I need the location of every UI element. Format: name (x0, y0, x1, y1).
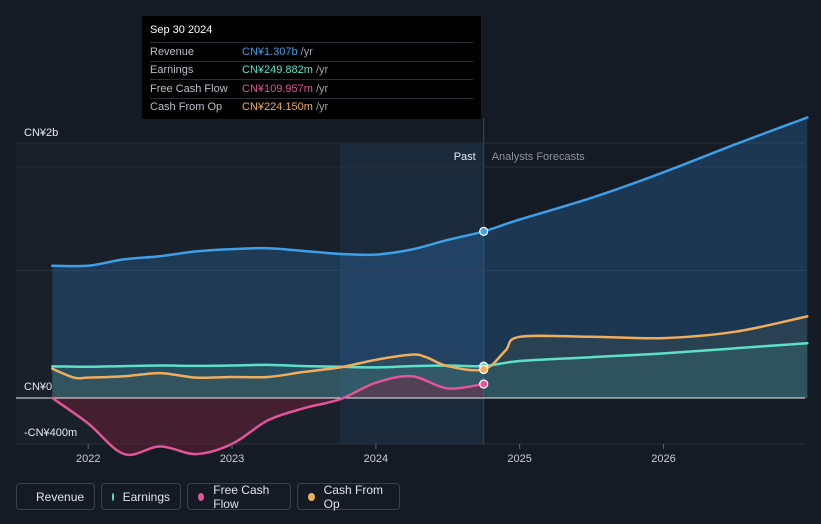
tooltip-label: Revenue (150, 45, 195, 58)
tooltip-unit: /yr (315, 101, 329, 114)
forecast-label: Analysts Forecasts (492, 151, 585, 163)
free-cash-flow-marker (479, 379, 489, 389)
legend-item-cash-from-op[interactable]: Cash From Op (297, 482, 400, 511)
x-tick-label: 2022 (76, 453, 100, 465)
past-label: Past (454, 151, 476, 163)
tooltip-label: Cash From Op (150, 101, 223, 114)
free-cash-flow-line (51, 374, 485, 457)
revenue-line (51, 116, 809, 268)
tooltip-value: CN¥224.150m (242, 101, 313, 114)
x-tick-label: 2024 (364, 453, 388, 465)
data-tooltip: Sep 30 2024 Revenue CN¥1.307b /yr Earnin… (142, 16, 481, 119)
x-tick-label: 2026 (651, 453, 675, 465)
legend-label: Revenue (36, 489, 85, 504)
tooltip-unit: /yr (315, 82, 329, 95)
earnings-dot-icon (112, 492, 114, 501)
revenue-area (52, 117, 808, 398)
y-label-bottom: -CN¥400m (24, 427, 77, 439)
legend-label: Cash From Op (323, 482, 383, 511)
tooltip-row-revenue: Revenue CN¥1.307b /yr (150, 42, 473, 61)
tooltip-label: Earnings (150, 64, 194, 77)
x-tick-label: 2025 (507, 453, 531, 465)
legend-item-free-cash-flow[interactable]: Free Cash Flow (187, 482, 291, 511)
x-tick-label: 2023 (220, 453, 244, 465)
tooltip-value: CN¥1.307b (242, 45, 298, 58)
tooltip-date: Sep 30 2024 (150, 24, 213, 36)
revenue-marker (479, 226, 489, 236)
tooltip-row-cash-from-op: Cash From Op CN¥224.150m /yr (150, 97, 473, 117)
tooltip-unit: /yr (315, 64, 329, 77)
cash-from-op-marker (479, 364, 489, 375)
cash-from-op-line (51, 315, 809, 380)
free-cash-flow-area (52, 376, 484, 455)
tooltip-value: CN¥249.882m (242, 64, 313, 77)
legend: Revenue Earnings Free Cash Flow Cash Fro… (16, 482, 400, 511)
legend-item-earnings[interactable]: Earnings (101, 483, 181, 510)
earnings-line (51, 341, 809, 369)
tooltip-label: Free Cash Flow (150, 82, 228, 95)
cash-from-op-dot-icon (308, 492, 315, 501)
tooltip-unit: /yr (300, 45, 313, 58)
free-cash-flow-dot-icon (198, 492, 205, 501)
legend-label: Earnings (122, 489, 170, 504)
highlight-region (339, 144, 484, 444)
y-label-top: CN¥2b (24, 127, 58, 139)
legend-item-revenue[interactable]: Revenue (16, 483, 95, 510)
tooltip-value: CN¥109.957m (242, 82, 313, 95)
y-label-zero: CN¥0 (24, 381, 52, 393)
tooltip-row-free-cash-flow: Free Cash Flow CN¥109.957m /yr (150, 79, 473, 98)
tooltip-row-earnings: Earnings CN¥249.882m /yr (150, 60, 473, 80)
legend-label: Free Cash Flow (213, 482, 270, 511)
